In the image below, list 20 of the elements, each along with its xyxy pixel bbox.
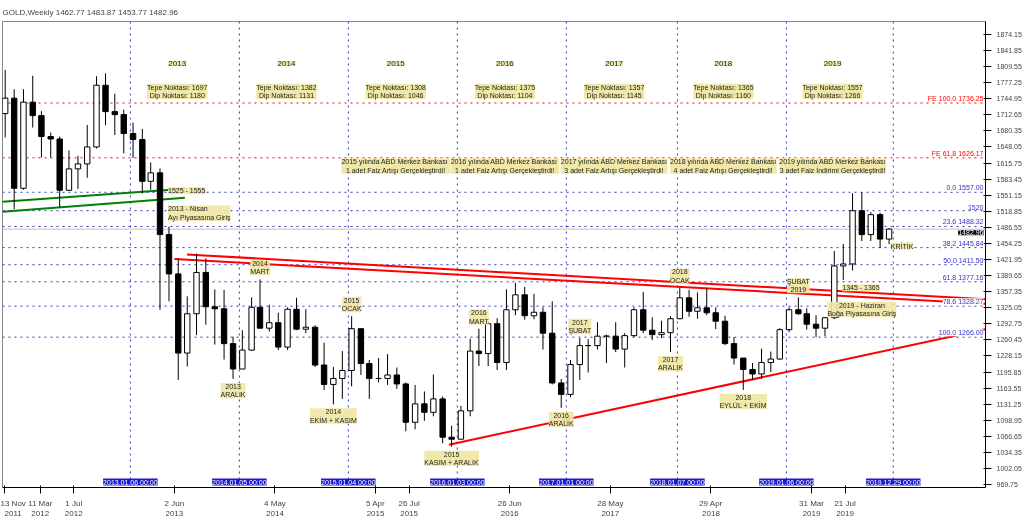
x-tick-label: 28 May 2017 [597,498,624,519]
annotation: 2015 [386,58,406,68]
annotation: 2019 [823,58,843,68]
x-tick-label: 29 Apr 2018 [699,498,723,519]
chart-title: GOLD,Weekly 1462.77 1483.87 1453.77 1482.96 [2,7,179,17]
annotation: 2013 [168,58,187,68]
annotation: 2014 [277,58,296,68]
x-tick-label: 21 Jul 2019 [834,498,856,519]
x-tick-label: 5 Apr 2015 [366,498,386,519]
x-tick-label: 11 Mar 2012 [28,498,53,519]
x-tick-label: 26 Jul 2015 [398,498,421,519]
x-tick-label: 26 Jun 2016 [497,498,522,519]
annotation: 2016 [496,58,515,68]
x-tick-label: 1 Jul 2012 [64,498,84,519]
annotation: 2018 [714,58,733,68]
annotation: 2017 [605,58,624,68]
x-tick-label: 13 Nov 2011 [0,498,26,519]
x-tick-label: 4 May 2014 [264,498,286,519]
x-tick-label: 2 Jun 2013 [164,498,185,519]
x-tick-label: 31 Mar 2019 [799,498,825,519]
